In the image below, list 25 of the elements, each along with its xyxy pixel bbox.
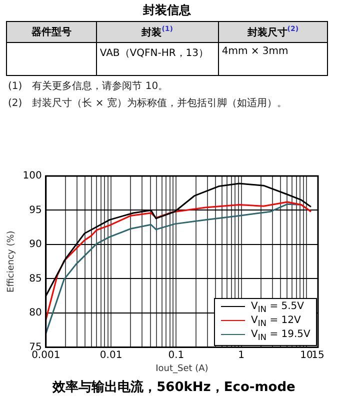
x-tick-label: 15 bbox=[312, 350, 324, 361]
x-tick-label: 1 bbox=[238, 350, 245, 361]
text: (2) 封装尺寸（长 × 宽）为标称值，并包括引脚（如适用）。 bbox=[8, 96, 288, 110]
text: 封装信息 bbox=[142, 2, 192, 19]
category-label: 器件型号 bbox=[6, 22, 96, 43]
x-tick-label: 0.01 bbox=[100, 350, 122, 361]
legend-label: V$_{IN}$ = 19.5V bbox=[250, 329, 310, 344]
y-tick-label: 95 bbox=[29, 204, 42, 216]
x-tick-label: 0.1 bbox=[168, 350, 184, 361]
y-tick-label: 100 bbox=[22, 170, 42, 182]
category-label: 封装尺寸$^{(2)}$ bbox=[218, 22, 328, 43]
x-tick-label: 10 bbox=[300, 350, 313, 361]
text: 效率与输出电流，560kHz，Eco-mode bbox=[51, 378, 296, 396]
category-label: 封装$^{(1)}$ bbox=[96, 22, 218, 43]
y-tick-label: 80 bbox=[29, 308, 42, 319]
x-tick-label: 0.001 bbox=[32, 350, 60, 361]
text: (1) 有关更多信息，请参阅节 10。 bbox=[8, 80, 170, 94]
legend-label: V$_{IN}$ = 5.5V bbox=[250, 301, 306, 316]
y-tick-label: 85 bbox=[29, 273, 42, 284]
legend-label: V$_{IN}$ = 12V bbox=[250, 315, 302, 330]
text: 4mm × 3mm bbox=[222, 46, 288, 58]
y-tick-label: 90 bbox=[29, 239, 42, 250]
text: VAB（VQFN-HR，13） bbox=[100, 48, 209, 60]
x-axis-title: Iout_Set (A) bbox=[156, 364, 208, 374]
y-axis-title: Efficiency (%) bbox=[6, 230, 17, 292]
